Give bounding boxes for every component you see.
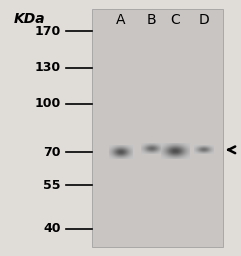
Text: 70: 70 bbox=[43, 146, 61, 159]
Text: 55: 55 bbox=[43, 179, 61, 192]
Text: 170: 170 bbox=[35, 25, 61, 38]
Text: 130: 130 bbox=[35, 61, 61, 74]
Text: C: C bbox=[170, 13, 180, 27]
Text: D: D bbox=[199, 13, 209, 27]
Text: 100: 100 bbox=[35, 97, 61, 110]
Text: 40: 40 bbox=[43, 222, 61, 235]
Text: B: B bbox=[147, 13, 156, 27]
Text: A: A bbox=[116, 13, 125, 27]
Bar bbox=[92, 9, 223, 247]
Text: KDa: KDa bbox=[13, 12, 45, 26]
